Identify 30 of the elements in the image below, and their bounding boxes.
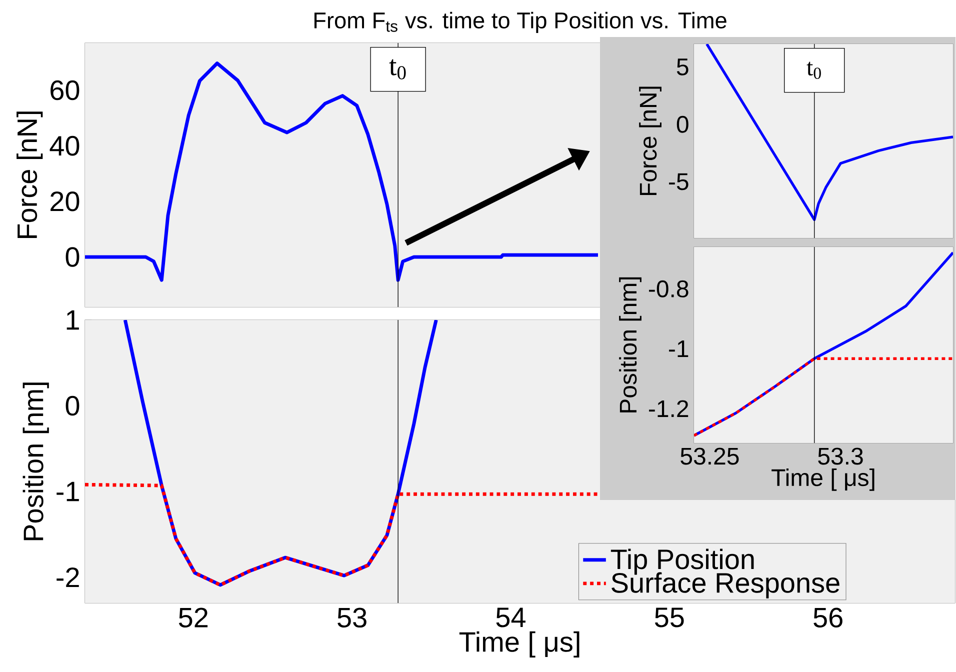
y-tick-label: 40	[50, 136, 80, 156]
y-axis-title: Force [nN]	[639, 86, 662, 196]
y-tick-label: -5	[669, 173, 688, 190]
y-axis-title: Force [nN]	[16, 112, 43, 238]
y-tick-label: 0	[676, 116, 688, 133]
y-tick-label: -1	[56, 482, 79, 502]
y-tick-label: -1	[669, 340, 688, 357]
y-tick-label: -2	[56, 567, 79, 588]
x-tick-label: 53.3	[818, 448, 863, 465]
y-axis-title: Position [nm]	[619, 277, 642, 412]
ref-line-label: t$_{0}$	[389, 59, 406, 80]
x-tick-label: 53	[338, 608, 366, 628]
y-tick-label: 1	[66, 310, 79, 330]
y-tick-label: -1.2	[649, 400, 688, 417]
x-axis-title: Time [ μs]	[459, 631, 580, 658]
y-tick-label: 20	[50, 191, 80, 212]
x-tick-label: 54	[496, 608, 526, 628]
chart-title: From F$_{ts}$ vs. time to Tip Position vs. Time	[314, 12, 726, 33]
x-axis-title: Time [ μs]	[772, 468, 874, 491]
ref-line-label: t$_{0}$	[806, 62, 821, 79]
y-axis-title: Position [nm]	[22, 382, 49, 540]
y-tick-label: 0	[66, 247, 80, 267]
y-tick-label: 0	[66, 396, 80, 416]
y-tick-label: 5	[676, 58, 688, 76]
x-tick-label: 55	[654, 608, 684, 628]
y-tick-label: -0.8	[649, 280, 688, 298]
x-tick-label: 53.25	[680, 448, 739, 465]
x-tick-label: 56	[814, 608, 842, 628]
x-tick-label: 52	[178, 608, 208, 628]
y-tick-label: 60	[50, 80, 80, 100]
